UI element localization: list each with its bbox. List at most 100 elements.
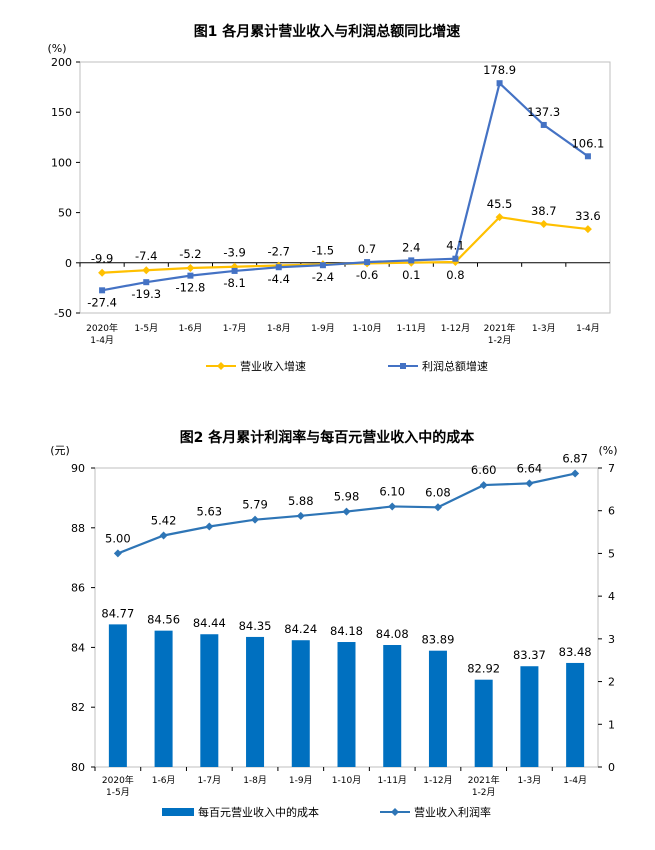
profit-margin-point — [342, 507, 351, 516]
profit-growth-point — [319, 262, 326, 269]
legend-cost-swatch — [162, 808, 194, 816]
chart-1-x-tick-label: 1-12月 — [441, 323, 470, 334]
legend-margin-label: 营业收入利润率 — [414, 805, 491, 819]
revenue-growth-point — [539, 219, 548, 228]
cost-bar-data-label: 84.08 — [376, 627, 409, 641]
chart-1-x-tick-label: 1-6月 — [179, 323, 203, 334]
chart-1-x-tick-label: 2021年 — [484, 322, 516, 334]
chart-2-x-tick-label: 1-7月 — [197, 775, 221, 786]
chart-1-y-tick-label: 150 — [51, 106, 72, 119]
revenue-growth-data-label: -5.2 — [179, 247, 201, 261]
profit-margin-point — [525, 479, 534, 488]
revenue-growth-point — [583, 225, 592, 234]
profit-growth-point — [540, 121, 547, 128]
profit-margin-point — [433, 503, 442, 512]
chart-1-y-tick-label: 100 — [51, 156, 72, 169]
profit-margin-point — [571, 469, 580, 478]
chart-2-x-tick-label: 1-3月 — [518, 775, 542, 786]
cost-bar-data-label: 84.35 — [239, 619, 272, 633]
chart-2-right-tick-label: 0 — [608, 761, 615, 774]
chart-1-y-tick-label: -50 — [54, 307, 72, 320]
profit-growth-data-label: -4.4 — [268, 272, 290, 286]
profit-growth-data-label: 178.9 — [483, 63, 516, 77]
profit-margin-data-label: 6.10 — [379, 484, 405, 498]
cost-bar-data-label: 83.89 — [421, 633, 454, 647]
profit-margin-data-label: 6.87 — [562, 452, 588, 466]
chart-2-right-tick-label: 4 — [608, 590, 615, 603]
chart-2-right-tick-label: 5 — [608, 547, 615, 560]
chart-1-x-tick-label: 1-8月 — [267, 323, 291, 334]
profit-margin-data-label: 6.08 — [425, 485, 451, 499]
profit-growth-point — [496, 80, 503, 87]
chart-2-x-tick-label: 1-10月 — [332, 775, 361, 786]
chart-2-left-tick-label: 86 — [71, 582, 85, 595]
profit-growth-point — [584, 153, 591, 160]
revenue-growth-data-label: -0.6 — [356, 268, 378, 282]
chart-2-x-tick-label: 1-5月 — [106, 787, 130, 798]
profit-margin-data-label: 5.88 — [288, 494, 314, 508]
chart-2-x-tick-label: 1-9月 — [289, 775, 313, 786]
revenue-growth-point — [495, 213, 504, 222]
chart-2-title: 图2 各月累计利润率与每百元营业收入中的成本 — [180, 429, 476, 446]
chart-2-left-unit: (元) — [50, 444, 70, 457]
profit-margin-data-label: 6.64 — [517, 461, 543, 475]
chart-2-left-tick-label: 82 — [71, 701, 85, 714]
chart-2-x-tick-label: 1-12月 — [423, 775, 452, 786]
chart-2-right-tick-label: 7 — [608, 462, 615, 475]
cost-bar — [474, 679, 493, 767]
legend-profit-growth-marker — [400, 363, 406, 369]
chart-1-x-tick-label: 1-4月 — [576, 323, 600, 334]
chart-2-x-tick-label: 2020年 — [102, 774, 134, 786]
cost-bar — [291, 640, 310, 767]
cost-bar — [520, 666, 539, 767]
profit-margin-data-label: 6.60 — [471, 463, 497, 477]
chart-2-left-tick-label: 88 — [71, 522, 85, 535]
cost-bar — [337, 642, 356, 767]
legend-revenue-growth-marker — [217, 362, 225, 370]
chart-2-profit-margin-cost: 图2 各月累计利润率与每百元营业收入中的成本 (元) (%) 80 82 84 86 8… — [50, 429, 617, 819]
chart-2-x-tick-label: 1-6月 — [152, 775, 176, 786]
revenue-growth-point — [98, 268, 107, 277]
profit-margin-data-label: 5.98 — [334, 490, 360, 504]
revenue-growth-data-label: 38.7 — [531, 204, 557, 218]
profit-growth-data-label: 4.1 — [446, 239, 464, 253]
profit-margin-point — [251, 515, 260, 524]
profit-margin-data-label: 5.63 — [197, 505, 223, 519]
revenue-growth-point — [142, 266, 151, 275]
cost-bar-data-label: 84.44 — [193, 616, 226, 630]
profit-margin-point — [159, 531, 168, 540]
profit-growth-data-label: 137.3 — [527, 105, 560, 119]
revenue-growth-data-label: 45.5 — [487, 197, 513, 211]
chart-1-x-tick-label: 1-5月 — [134, 323, 158, 334]
chart-1-x-tick-label: 1-7月 — [223, 323, 247, 334]
chart-1-x-tick-label: 1-9月 — [311, 323, 335, 334]
chart-2-right-tick-label: 2 — [608, 676, 615, 689]
chart-1-legend: 营业收入增速 利润总额增速 — [206, 359, 488, 373]
profit-growth-data-label: 0.7 — [358, 242, 376, 256]
profit-margin-point — [296, 511, 305, 520]
cost-bar-data-label: 84.24 — [284, 622, 317, 636]
legend-revenue-growth-label: 营业收入增速 — [240, 359, 306, 373]
revenue-growth-data-label: -9.9 — [91, 252, 113, 266]
profit-growth-data-label: -8.1 — [223, 276, 245, 290]
profit-growth-point — [187, 272, 194, 279]
chart-2-right-tick-label: 6 — [608, 505, 615, 518]
chart-1-title: 图1 各月累计营业收入与利润总额同比增速 — [194, 23, 461, 40]
profit-growth-point — [408, 257, 415, 264]
cost-bar — [246, 636, 265, 767]
chart-1-y-tick-label: 200 — [51, 56, 72, 69]
cost-bar — [383, 645, 402, 767]
profit-margin-point — [388, 502, 397, 511]
chart-2-x-tick-label: 2021年 — [468, 774, 500, 786]
chart-2-legend: 每百元营业收入中的成本 营业收入利润率 — [162, 805, 491, 819]
chart-2-left-tick-label: 84 — [71, 641, 85, 654]
profit-growth-point — [452, 255, 459, 262]
revenue-growth-data-label: -1.5 — [312, 243, 334, 257]
chart-1-x-tick-label: 1-4月 — [90, 335, 114, 346]
profit-growth-line — [101, 81, 589, 292]
profit-margin-data-label: 5.00 — [105, 531, 131, 545]
cost-bar-data-label: 83.37 — [513, 648, 546, 662]
profit-margin-point — [113, 549, 122, 558]
profit-growth-data-label: -12.8 — [176, 281, 206, 295]
chart-2-x-tick-label: 1-8月 — [243, 775, 267, 786]
